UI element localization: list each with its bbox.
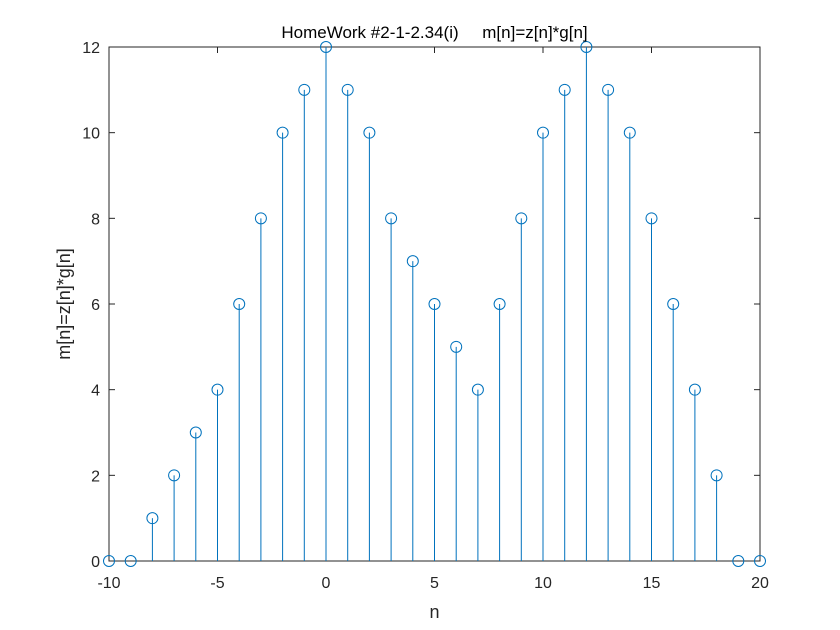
stem-marker: [385, 212, 398, 225]
stem-marker: [146, 512, 159, 525]
stem-marker: [211, 383, 224, 396]
y-ticks: 0 2 4 6 8 10 12: [82, 40, 760, 571]
y-tick-label: 10: [82, 126, 100, 143]
stem-marker: [688, 383, 701, 396]
y-tick-label: 4: [91, 383, 100, 400]
stem-marker: [471, 383, 484, 396]
stem-marker: [363, 126, 376, 139]
stem-marker: [189, 426, 202, 439]
stem-marker: [732, 555, 745, 567]
stem-marker: [602, 83, 615, 96]
chart-title: HomeWork #2-1-2.34(i) m[n]=z[n]*g[n]: [281, 23, 587, 42]
stem-marker: [168, 469, 181, 482]
stem-marker: [623, 126, 636, 139]
stem-marker: [645, 212, 658, 225]
x-tick-label: 15: [643, 575, 661, 592]
stem-marker: [103, 555, 115, 567]
stem-marker: [428, 298, 441, 310]
y-tick-label: 2: [91, 468, 100, 485]
stem-marker: [298, 83, 311, 96]
stem-marker: [233, 298, 246, 310]
x-tick-label: 10: [534, 575, 552, 592]
y-tick-label: 6: [91, 297, 100, 314]
x-tick-label: 5: [430, 575, 439, 592]
x-tick-label: -10: [97, 575, 120, 592]
stem-marker: [320, 41, 332, 53]
stem-series: [103, 41, 766, 567]
stem-marker: [537, 126, 549, 139]
x-tick-label: -5: [210, 575, 224, 592]
stem-marker: [558, 83, 571, 96]
stem-marker: [710, 469, 723, 482]
stem-marker: [406, 255, 419, 268]
stem-marker: [667, 298, 680, 310]
stem-marker: [341, 83, 354, 96]
stem-marker: [124, 555, 137, 567]
x-tick-label: 0: [322, 575, 331, 592]
y-tick-label: 12: [82, 40, 100, 57]
stem-marker: [276, 126, 289, 139]
x-axis-label: n: [429, 602, 439, 622]
y-tick-label: 8: [91, 211, 100, 228]
stem-marker: [254, 212, 267, 225]
stem-marker: [515, 212, 528, 225]
y-tick-label: 0: [91, 554, 100, 571]
y-axis-label: m[n]=z[n]*g[n]: [54, 248, 74, 360]
x-tick-label: 20: [751, 575, 769, 592]
stem-marker: [754, 555, 766, 567]
stem-marker: [450, 340, 463, 353]
stem-marker: [493, 298, 506, 310]
stem-marker: [580, 41, 593, 53]
